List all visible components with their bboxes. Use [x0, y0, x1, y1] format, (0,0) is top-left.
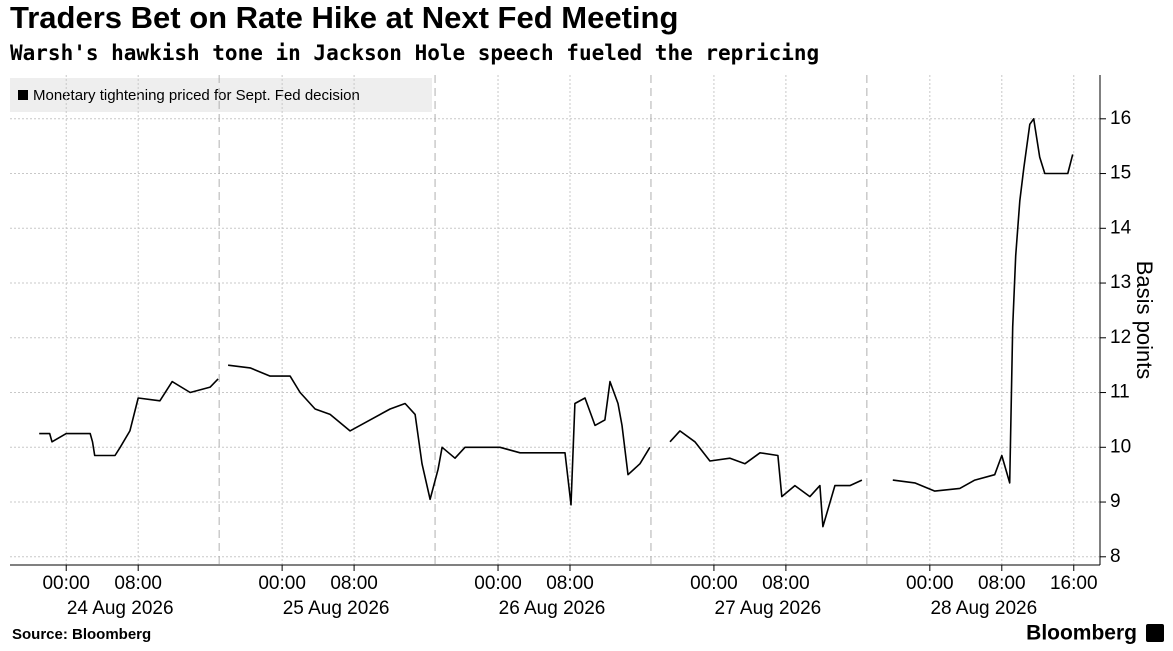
y-tick-label: 13 — [1110, 272, 1131, 293]
x-tick-label: 08:00 — [114, 573, 162, 594]
y-tick-label: 16 — [1110, 108, 1131, 129]
x-tick-label: 00:00 — [42, 573, 90, 594]
x-tick-label: 16:00 — [1050, 573, 1098, 594]
x-date-label: 24 Aug 2026 — [67, 598, 174, 619]
x-date-label: 28 Aug 2026 — [930, 598, 1037, 619]
source: Source: Bloomberg — [12, 626, 151, 643]
y-tick-label: 8 — [1110, 546, 1121, 567]
y-tick-label: 9 — [1110, 491, 1121, 512]
y-tick-label: 12 — [1110, 327, 1131, 348]
x-tick-label: 08:00 — [978, 573, 1026, 594]
x-tick-label: 00:00 — [474, 573, 522, 594]
legend-swatch — [18, 90, 28, 100]
chart-title: Traders Bet on Rate Hike at Next Fed Mee… — [10, 0, 678, 35]
x-tick-label: 08:00 — [762, 573, 810, 594]
x-tick-label: 00:00 — [906, 573, 954, 594]
brand-icon — [1146, 624, 1164, 642]
x-tick-label: 08:00 — [330, 573, 378, 594]
x-tick-label: 00:00 — [258, 573, 306, 594]
x-tick-label: 00:00 — [690, 573, 738, 594]
legend-box — [10, 78, 432, 112]
chart-subtitle: Warsh's hawkish tone in Jackson Hole spe… — [10, 41, 819, 65]
y-tick-label: 10 — [1110, 436, 1131, 457]
y-tick-label: 15 — [1110, 163, 1131, 184]
y-tick-label: 14 — [1110, 217, 1132, 238]
brand: Bloomberg — [1026, 622, 1137, 645]
data-line — [39, 118, 1074, 528]
x-tick-label: 08:00 — [546, 573, 594, 594]
legend-label: Monetary tightening priced for Sept. Fed… — [33, 87, 360, 104]
x-date-label: 26 Aug 2026 — [499, 598, 606, 619]
y-axis-label: Basis points — [1132, 261, 1157, 380]
x-date-label: 27 Aug 2026 — [715, 598, 822, 619]
y-tick-label: 11 — [1110, 382, 1130, 403]
x-date-label: 25 Aug 2026 — [283, 598, 390, 619]
